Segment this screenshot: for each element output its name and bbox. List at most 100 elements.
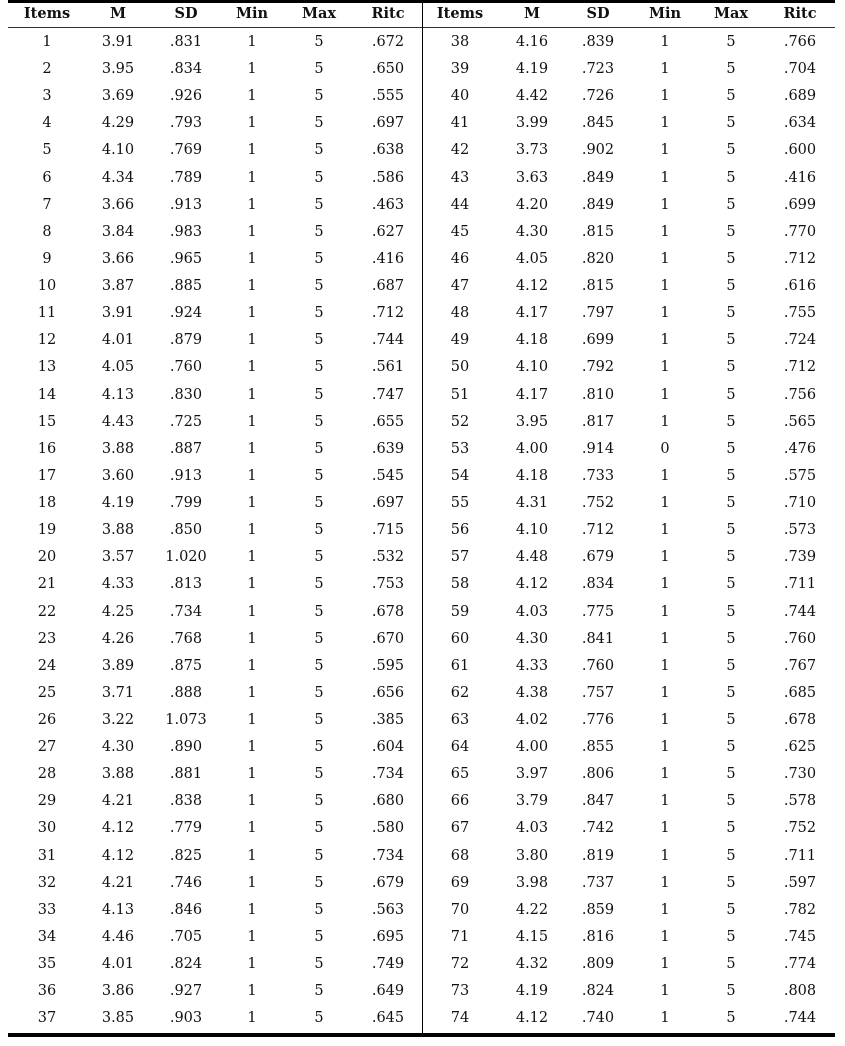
cell-mean: 3.87 [101,278,135,294]
cell-max: 5 [314,1010,324,1026]
cell-item: 28 [37,766,57,782]
cell-sd: .815 [581,224,615,240]
cell-ritc: .697 [371,495,405,511]
cell-min: 1 [660,956,670,972]
cell-item: 36 [37,983,57,999]
cell-max: 5 [314,576,324,592]
cell-item: 38 [450,34,470,50]
cell-min: 1 [247,739,257,755]
cell-sd: .793 [169,115,203,131]
cell-item: 67 [450,820,470,836]
cell-item: 30 [37,820,57,836]
cell-sd: .859 [581,902,615,918]
cell-sd: .752 [581,495,615,511]
cell-max: 5 [314,658,324,674]
cell-ritc: .638 [371,142,405,158]
cell-mean: 3.73 [515,142,549,158]
cell-sd: .983 [169,224,203,240]
header-ritc: Ritc [371,5,405,22]
cell-item: 9 [42,251,52,267]
cell-max: 5 [314,88,324,104]
cell-min: 1 [660,34,670,50]
cell-item: 43 [450,170,470,186]
cell-item: 35 [37,956,57,972]
cell-sd: .913 [169,468,203,484]
cell-max: 5 [314,929,324,945]
cell-min: 1 [247,1010,257,1026]
cell-item: 8 [42,224,52,240]
cell-min: 1 [660,875,670,891]
cell-ritc: .625 [783,739,817,755]
cell-max: 5 [314,278,324,294]
cell-sd: .887 [169,441,203,457]
cell-max: 5 [314,604,324,620]
cell-ritc: .563 [371,902,405,918]
cell-mean: 3.95 [515,414,549,430]
cell-max: 5 [314,956,324,972]
cell-min: 1 [660,929,670,945]
cell-mean: 4.16 [515,34,549,50]
cell-min: 1 [660,685,670,701]
cell-mean: 4.34 [101,170,135,186]
cell-max: 5 [726,902,736,918]
cell-min: 1 [660,305,670,321]
cell-sd: .760 [581,658,615,674]
cell-ritc: .627 [371,224,405,240]
cell-item: 27 [37,739,57,755]
cell-max: 5 [314,902,324,918]
cell-sd: .926 [169,88,203,104]
cell-ritc: .689 [783,88,817,104]
cell-sd: .825 [169,848,203,864]
cell-sd: .830 [169,387,203,403]
cell-sd: .809 [581,956,615,972]
cell-sd: .847 [581,793,615,809]
cell-sd: .740 [581,1010,615,1026]
cell-sd: .815 [581,278,615,294]
cell-ritc: .634 [783,115,817,131]
cell-sd: .888 [169,685,203,701]
cell-ritc: .565 [783,414,817,430]
cell-ritc: .711 [783,576,817,592]
cell-min: 1 [660,414,670,430]
cell-ritc: .555 [371,88,405,104]
cell-min: 1 [247,983,257,999]
cell-ritc: .586 [371,170,405,186]
cell-min: 1 [247,170,257,186]
cell-ritc: .734 [371,848,405,864]
cell-sd: .799 [169,495,203,511]
cell-mean: 4.12 [101,820,135,836]
cell-max: 5 [726,170,736,186]
cell-min: 1 [660,332,670,348]
cell-min: 1 [660,1010,670,1026]
cell-ritc: .416 [371,251,405,267]
cell-sd: .914 [581,441,615,457]
cell-mean: 4.17 [515,387,549,403]
cell-max: 5 [314,875,324,891]
cell-ritc: .532 [371,549,405,565]
cell-item: 52 [450,414,470,430]
cell-item: 59 [450,604,470,620]
cell-mean: 4.01 [101,956,135,972]
cell-sd: .845 [581,115,615,131]
cell-min: 1 [247,332,257,348]
cell-item: 3 [42,88,52,104]
cell-item: 5 [42,142,52,158]
cell-mean: 4.32 [515,956,549,972]
cell-sd: .875 [169,658,203,674]
cell-min: 1 [247,468,257,484]
cell-mean: 4.19 [101,495,135,511]
cell-max: 5 [726,142,736,158]
cell-item: 34 [37,929,57,945]
cell-sd: .813 [169,576,203,592]
cell-sd: .757 [581,685,615,701]
cell-item: 42 [450,142,470,158]
cell-max: 5 [314,34,324,50]
cell-mean: 4.42 [515,88,549,104]
cell-item: 71 [450,929,470,945]
cell-min: 1 [247,576,257,592]
cell-min: 1 [660,197,670,213]
cell-mean: 4.18 [515,468,549,484]
cell-max: 5 [726,251,736,267]
cell-min: 1 [247,414,257,430]
cell-min: 1 [660,224,670,240]
